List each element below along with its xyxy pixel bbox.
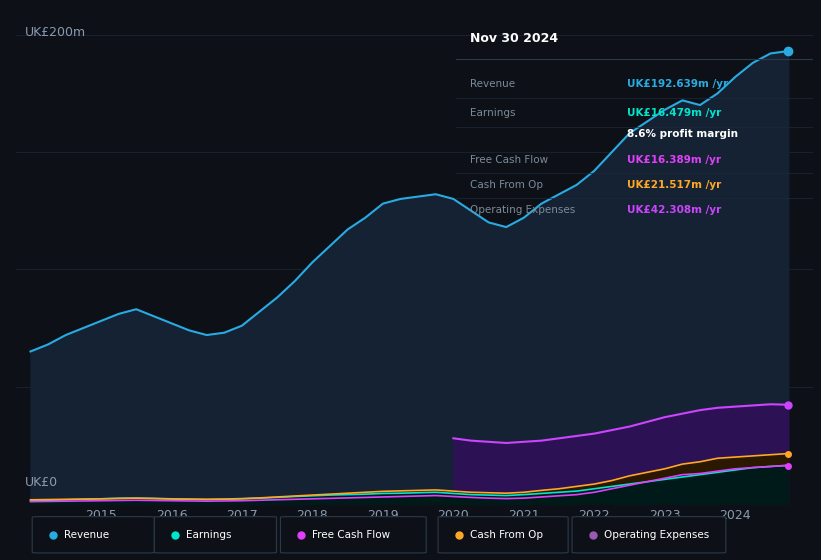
Text: Cash From Op: Cash From Op bbox=[470, 180, 543, 190]
Text: Earnings: Earnings bbox=[470, 109, 516, 118]
Text: UK£16.389m /yr: UK£16.389m /yr bbox=[627, 155, 721, 165]
Text: 8.6% profit margin: 8.6% profit margin bbox=[627, 129, 738, 139]
FancyBboxPatch shape bbox=[438, 517, 568, 553]
Text: UK£16.479m /yr: UK£16.479m /yr bbox=[627, 109, 722, 118]
FancyBboxPatch shape bbox=[154, 517, 277, 553]
Text: UK£21.517m /yr: UK£21.517m /yr bbox=[627, 180, 722, 190]
Text: UK£42.308m /yr: UK£42.308m /yr bbox=[627, 205, 722, 215]
FancyBboxPatch shape bbox=[572, 517, 726, 553]
Text: UK£192.639m /yr: UK£192.639m /yr bbox=[627, 79, 728, 89]
Text: Earnings: Earnings bbox=[186, 530, 232, 540]
FancyBboxPatch shape bbox=[281, 517, 426, 553]
Text: Revenue: Revenue bbox=[470, 79, 515, 89]
Text: Nov 30 2024: Nov 30 2024 bbox=[470, 31, 558, 44]
Text: UK£200m: UK£200m bbox=[25, 26, 85, 39]
Text: Revenue: Revenue bbox=[64, 530, 109, 540]
Text: Cash From Op: Cash From Op bbox=[470, 530, 543, 540]
Text: Free Cash Flow: Free Cash Flow bbox=[312, 530, 390, 540]
FancyBboxPatch shape bbox=[32, 517, 154, 553]
Text: Operating Expenses: Operating Expenses bbox=[603, 530, 709, 540]
Text: UK£0: UK£0 bbox=[25, 476, 57, 489]
Text: Operating Expenses: Operating Expenses bbox=[470, 205, 576, 215]
Text: Free Cash Flow: Free Cash Flow bbox=[470, 155, 548, 165]
